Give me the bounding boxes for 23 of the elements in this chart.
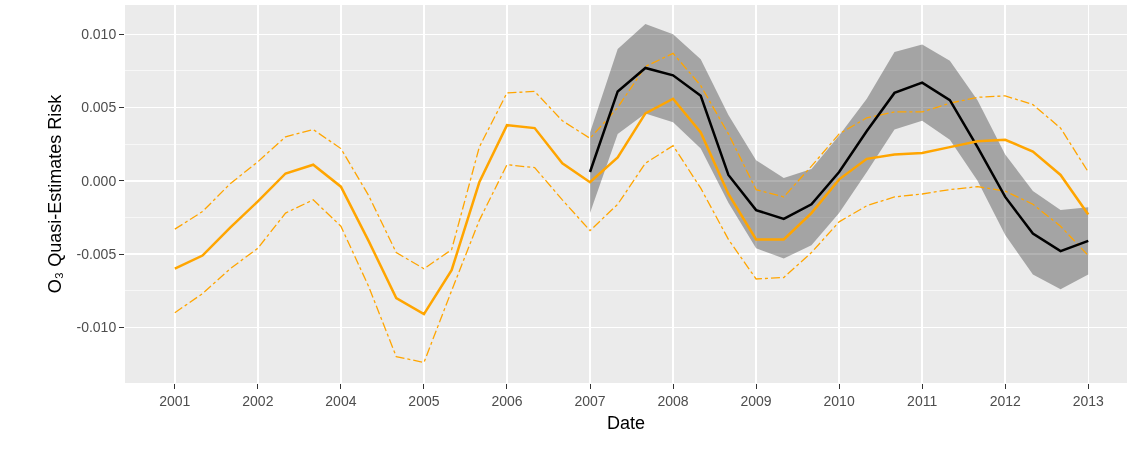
x-tick-label: 2008	[657, 392, 689, 409]
y-axis-title: O₃ Quasi-Estimates Risk	[44, 93, 65, 294]
y-tick-label: 0.000	[81, 172, 117, 189]
x-tick-label: 2011	[907, 392, 938, 409]
x-axis-title: Date	[606, 412, 646, 433]
y-tick-label: 0.005	[81, 99, 117, 116]
x-tick-label: 2005	[408, 392, 440, 409]
x-tick-label: 2001	[159, 392, 191, 409]
x-tick-label: 2010	[823, 392, 855, 409]
x-tick-label: 2013	[1072, 392, 1105, 409]
x-tick-label: 2004	[325, 392, 357, 409]
x-tick-label: 2007	[574, 392, 606, 409]
x-tick-label: 2002	[242, 392, 274, 409]
x-tick-label: 2009	[740, 392, 772, 409]
y-tick-label: 0.010	[81, 26, 117, 43]
line-series	[174, 145, 1089, 364]
line-series	[173, 97, 1090, 316]
line-series	[174, 52, 1089, 270]
y-tick-label: -0.005	[76, 245, 117, 262]
x-tick-label: 2012	[989, 392, 1021, 409]
line-series	[588, 66, 1090, 253]
x-tick-label: 2006	[491, 392, 523, 409]
y-tick-label: -0.010	[76, 319, 117, 336]
